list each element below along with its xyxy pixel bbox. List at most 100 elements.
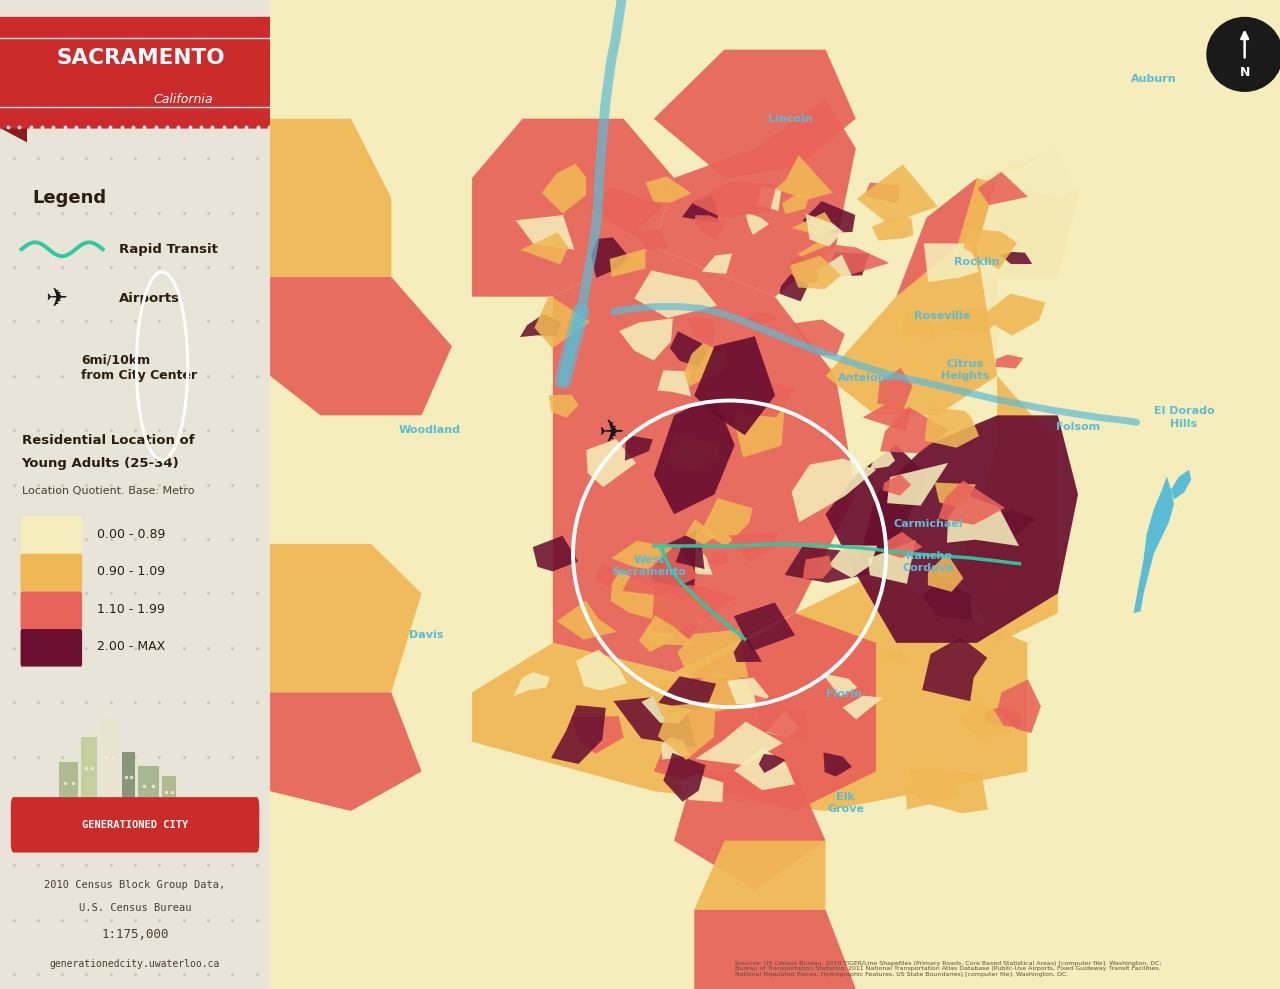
FancyBboxPatch shape: [20, 554, 82, 591]
Polygon shape: [884, 532, 923, 558]
Polygon shape: [791, 459, 877, 522]
Polygon shape: [869, 441, 895, 470]
Polygon shape: [776, 155, 833, 200]
Text: ✈: ✈: [46, 286, 68, 312]
Polygon shape: [685, 519, 717, 544]
Polygon shape: [586, 439, 636, 488]
Polygon shape: [758, 186, 781, 211]
FancyBboxPatch shape: [0, 17, 291, 129]
Text: SACRAMENTO: SACRAMENTO: [56, 48, 225, 68]
Polygon shape: [694, 0, 856, 49]
Polygon shape: [641, 680, 703, 723]
Text: Airports: Airports: [119, 292, 179, 306]
Polygon shape: [691, 181, 777, 218]
Polygon shape: [521, 232, 568, 264]
Polygon shape: [650, 679, 716, 716]
Polygon shape: [938, 481, 1005, 525]
Polygon shape: [732, 409, 785, 458]
Circle shape: [1206, 17, 1280, 92]
Text: 6mi/10km: 6mi/10km: [81, 353, 150, 367]
Polygon shape: [842, 695, 883, 719]
Polygon shape: [710, 550, 728, 566]
FancyBboxPatch shape: [10, 797, 260, 853]
Polygon shape: [270, 0, 1280, 989]
Polygon shape: [826, 252, 869, 277]
Bar: [100, 717, 119, 816]
Polygon shape: [790, 255, 841, 289]
Polygon shape: [541, 164, 586, 214]
Polygon shape: [785, 547, 870, 583]
Polygon shape: [635, 270, 717, 318]
Text: 1:175,000: 1:175,000: [101, 928, 169, 942]
Polygon shape: [863, 405, 911, 431]
Polygon shape: [572, 716, 623, 754]
Polygon shape: [957, 148, 1078, 277]
Text: Woodland: Woodland: [398, 425, 461, 435]
Polygon shape: [701, 253, 732, 274]
Text: Elk
Grove: Elk Grove: [827, 792, 864, 814]
Polygon shape: [535, 295, 590, 348]
Text: Folsom: Folsom: [1056, 422, 1100, 432]
Polygon shape: [986, 509, 1036, 537]
Polygon shape: [652, 530, 696, 590]
Polygon shape: [662, 737, 690, 760]
Polygon shape: [828, 545, 877, 578]
Polygon shape: [856, 164, 938, 224]
Polygon shape: [792, 212, 836, 235]
Polygon shape: [472, 574, 1028, 811]
Polygon shape: [701, 498, 753, 546]
Polygon shape: [733, 378, 796, 417]
Polygon shape: [694, 841, 826, 910]
Polygon shape: [672, 547, 713, 575]
Polygon shape: [947, 494, 1019, 546]
FancyBboxPatch shape: [20, 591, 82, 629]
Polygon shape: [823, 753, 851, 776]
Polygon shape: [270, 692, 421, 811]
Bar: [81, 737, 97, 816]
Text: U.S. Census Bureau: U.S. Census Bureau: [79, 903, 191, 913]
Polygon shape: [654, 49, 856, 178]
Polygon shape: [695, 216, 727, 239]
Polygon shape: [767, 710, 799, 737]
Polygon shape: [658, 370, 692, 397]
Polygon shape: [652, 584, 737, 637]
Text: Young Adults (25-34): Young Adults (25-34): [22, 457, 179, 470]
Text: Roseville: Roseville: [914, 312, 970, 321]
Text: Lincoln: Lincoln: [768, 114, 813, 124]
Polygon shape: [735, 748, 795, 790]
Polygon shape: [782, 192, 810, 214]
Polygon shape: [1134, 477, 1174, 613]
Text: from City Center: from City Center: [81, 369, 197, 383]
Polygon shape: [997, 679, 1041, 733]
Polygon shape: [513, 673, 550, 696]
Polygon shape: [532, 536, 579, 572]
Text: Rocklin: Rocklin: [955, 257, 1000, 267]
Text: Auburn: Auburn: [1132, 74, 1176, 84]
Polygon shape: [520, 315, 561, 337]
Polygon shape: [550, 705, 605, 764]
Text: Antelope: Antelope: [838, 373, 893, 383]
Text: Residential Location of: Residential Location of: [22, 434, 195, 447]
Polygon shape: [745, 213, 769, 234]
Polygon shape: [589, 187, 663, 235]
Polygon shape: [658, 701, 716, 760]
Polygon shape: [868, 540, 915, 584]
Polygon shape: [611, 568, 685, 624]
Text: 2010 Census Block Group Data,: 2010 Census Block Group Data,: [45, 880, 225, 890]
Polygon shape: [788, 244, 890, 285]
FancyBboxPatch shape: [20, 516, 82, 554]
Polygon shape: [654, 99, 856, 297]
Text: West
Sacramento: West Sacramento: [612, 555, 686, 577]
Polygon shape: [909, 769, 988, 813]
Polygon shape: [645, 176, 691, 203]
Polygon shape: [622, 547, 699, 595]
Text: Legend: Legend: [32, 189, 106, 207]
Polygon shape: [553, 247, 856, 673]
Polygon shape: [516, 215, 575, 249]
Polygon shape: [687, 318, 716, 345]
Polygon shape: [759, 754, 786, 773]
Polygon shape: [727, 677, 769, 704]
Polygon shape: [924, 406, 979, 448]
Polygon shape: [620, 318, 673, 360]
Polygon shape: [978, 172, 1028, 205]
